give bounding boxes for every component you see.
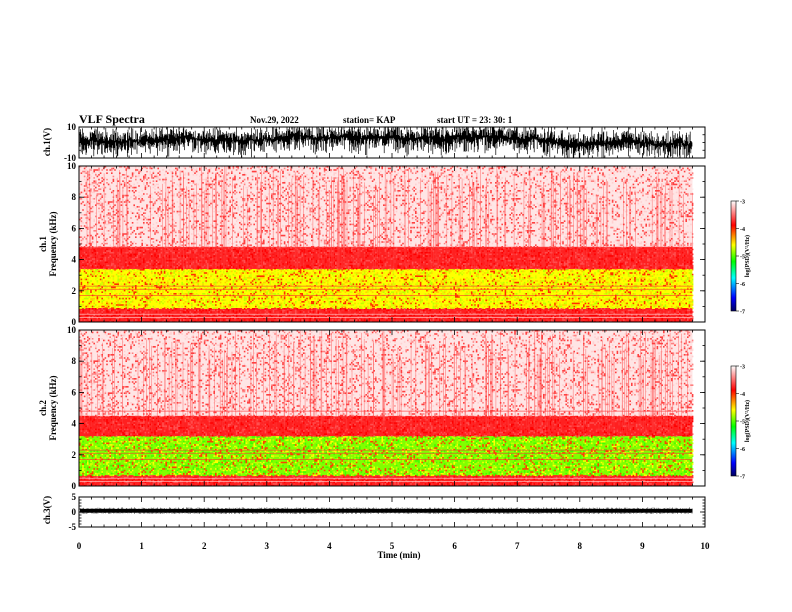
y-tick-label: 10 [67, 161, 77, 171]
y-tick-label: 0 [72, 481, 77, 491]
colorbar-label: log(PSD)(V²/Hz) [744, 235, 751, 277]
y-tick-label: 2 [72, 286, 77, 296]
ch3-ylabel: ch.3(V) [42, 496, 52, 524]
ch2-spec-ylabel-bottom: Frequency (kHz) [48, 375, 58, 440]
ch1-waveform-trace [79, 127, 693, 158]
colorbar-tick-label: -6 [740, 282, 745, 288]
y-tick-label: 0 [72, 507, 77, 517]
y-tick-label: 8 [72, 356, 77, 366]
y-tick-label: 10 [67, 122, 77, 132]
x-tick-label: 3 [265, 541, 270, 551]
colorbar-tick-label: -6 [740, 447, 745, 453]
spectrogram-band [79, 436, 694, 477]
start-time-label: start UT = 23: 30: 1 [437, 115, 513, 125]
spectrogram-band [79, 415, 694, 437]
y-tick-label: 10 [67, 325, 77, 335]
ch1-spec-ylabel-top: ch.1 [38, 236, 48, 252]
station-label: station= KAP [343, 115, 396, 125]
x-tick-label: 4 [327, 541, 332, 551]
x-tick-label: 8 [578, 541, 583, 551]
spectrogram-band [79, 330, 694, 417]
ch1-colorbar: -3 -4 -5 -6 -7 log(PSD)(V²/Hz) [730, 200, 751, 316]
colorbar-gradient [730, 365, 737, 477]
colorbar-tick-label: -5 [740, 255, 745, 261]
y-tick-label: 5 [72, 492, 77, 502]
colorbar-gradient [730, 200, 737, 312]
y-tick-label: -10 [64, 153, 76, 163]
x-tick-label: 1 [139, 541, 144, 551]
x-axis-label: Time (min) [377, 550, 420, 560]
y-tick-label: 2 [72, 450, 77, 460]
ch1-spec-ylabel-bottom: Frequency (kHz) [48, 211, 58, 276]
figure-title: VLF Spectra [79, 112, 145, 126]
ch1-ylabel: ch.1(V) [42, 128, 52, 156]
y-tick-label: -5 [69, 522, 77, 532]
x-tick-label: 0 [77, 541, 82, 551]
colorbar-tick-label: -7 [740, 475, 745, 481]
x-tick-label: 5 [390, 541, 395, 551]
x-tick-label: 7 [515, 541, 520, 551]
colorbar-tick-label: -3 [740, 200, 745, 206]
x-tick-label: 2 [202, 541, 207, 551]
y-tick-label: 6 [72, 223, 77, 233]
ch3-waveform-panel: 5 0 -5 [69, 492, 706, 532]
y-tick-label: 4 [72, 419, 77, 429]
colorbar-tick-label: -7 [740, 310, 745, 316]
colorbar-tick-label: -3 [740, 365, 745, 371]
y-tick-label: 4 [72, 255, 77, 265]
colorbar-tick-label: -4 [740, 227, 745, 233]
x-tick-label: 6 [452, 541, 457, 551]
y-tick-label: 6 [72, 387, 77, 397]
spectrogram-band [79, 247, 694, 270]
spectrogram-band [79, 475, 694, 487]
time-axis: 0 1 2 3 4 5 6 7 8 9 10 [77, 541, 710, 551]
y-tick-label: 8 [72, 192, 77, 202]
x-tick-label: 9 [640, 541, 645, 551]
spectrogram-band [79, 166, 694, 248]
spectrogram-band [79, 307, 694, 323]
colorbar-tick-label: -5 [740, 420, 745, 426]
ch2-colorbar: -3 -4 -5 -6 -7 log(PSD)(V²/Hz) [730, 365, 751, 481]
colorbar-tick-label: -4 [740, 392, 745, 398]
date-label: Nov.29, 2022 [250, 115, 299, 125]
colorbar-label: log(PSD)(V²/Hz) [744, 400, 751, 442]
x-tick-label: 10 [701, 541, 711, 551]
ch1-waveform-panel: 10 -10 [64, 122, 706, 163]
ch1-spectrogram-panel: 0 2 4 6 8 10 [67, 161, 706, 327]
y-tick-label: 0 [72, 317, 77, 327]
ch2-spec-ylabel-top: ch.2 [38, 400, 48, 416]
ch2-spectrogram-panel: 0 2 4 6 8 10 [67, 325, 706, 491]
